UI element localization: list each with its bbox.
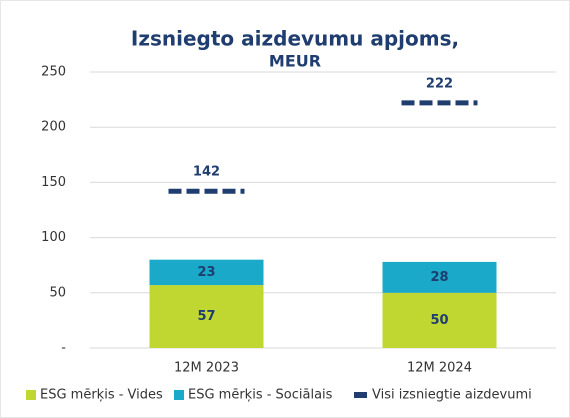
y-tick-label: 50 (49, 285, 66, 300)
legend-swatch (174, 390, 184, 400)
data-label: 23 (197, 265, 215, 280)
legend-swatch (354, 392, 367, 398)
chart-title: MEUR (269, 52, 321, 71)
bar-segment (149, 285, 264, 348)
data-label: 57 (197, 309, 215, 324)
legend-label: ESG mērķis - Sociālais (188, 388, 333, 403)
data-label: 28 (430, 270, 448, 285)
y-tick-label: 200 (41, 120, 66, 135)
x-tick-label: 12M 2024 (407, 361, 472, 376)
legend-swatch (26, 390, 36, 400)
y-tick-label: 100 (41, 230, 66, 245)
bar-segment (149, 259, 264, 286)
chart-title: Izsniegto aizdevumu apjoms, (131, 27, 459, 51)
legend-label: Visi izsniegtie aizdevumi (372, 388, 532, 403)
bar-segment (382, 261, 497, 293)
legend-label: ESG mērķis - Vides (40, 388, 163, 403)
y-tick-label: 150 (41, 175, 66, 190)
y-tick-label: - (61, 341, 66, 356)
y-tick-label: 250 (41, 65, 66, 80)
x-tick-label: 12M 2023 (174, 361, 239, 376)
data-label: 222 (426, 76, 453, 91)
bar-segment (382, 292, 497, 348)
data-label: 142 (193, 165, 220, 180)
data-label: 50 (430, 313, 448, 328)
